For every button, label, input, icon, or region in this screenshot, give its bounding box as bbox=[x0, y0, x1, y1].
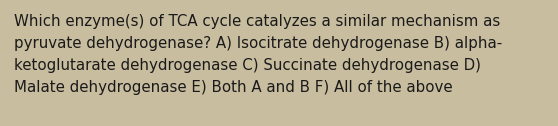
Text: Malate dehydrogenase E) Both A and B F) All of the above: Malate dehydrogenase E) Both A and B F) … bbox=[14, 80, 453, 95]
Text: Which enzyme(s) of TCA cycle catalyzes a similar mechanism as: Which enzyme(s) of TCA cycle catalyzes a… bbox=[14, 14, 501, 29]
Text: ketoglutarate dehydrogenase C) Succinate dehydrogenase D): ketoglutarate dehydrogenase C) Succinate… bbox=[14, 58, 481, 73]
Text: pyruvate dehydrogenase? A) Isocitrate dehydrogenase B) alpha-: pyruvate dehydrogenase? A) Isocitrate de… bbox=[14, 36, 502, 51]
